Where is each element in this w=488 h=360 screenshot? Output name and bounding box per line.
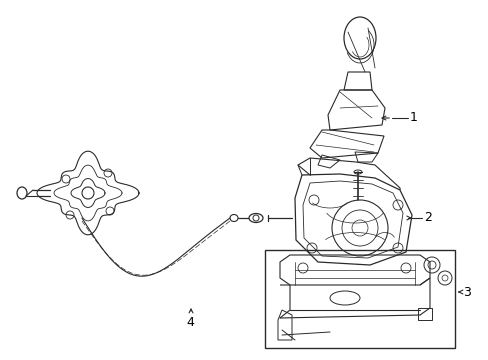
Text: 3: 3 <box>462 285 470 298</box>
Text: 2: 2 <box>423 211 431 225</box>
Text: 4: 4 <box>185 315 193 328</box>
Text: 1: 1 <box>409 112 417 125</box>
